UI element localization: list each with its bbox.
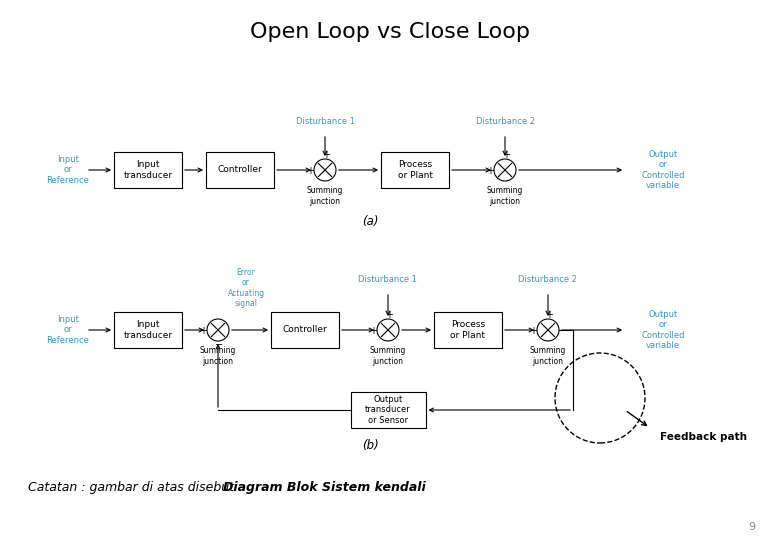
- Text: Summing
junction: Summing junction: [530, 346, 566, 366]
- Circle shape: [494, 159, 516, 181]
- Text: Summing
junction: Summing junction: [200, 346, 236, 366]
- Text: Input
transducer: Input transducer: [123, 160, 172, 180]
- Bar: [114, 152, 182, 188]
- Text: +: +: [486, 166, 494, 176]
- Text: (b): (b): [362, 438, 378, 451]
- Circle shape: [377, 319, 399, 341]
- Text: Disturbance 1: Disturbance 1: [359, 275, 417, 285]
- Text: Controller: Controller: [282, 326, 328, 334]
- Text: Input
or
Reference: Input or Reference: [47, 155, 90, 185]
- Text: −: −: [215, 340, 223, 350]
- Text: Disturbance 1: Disturbance 1: [296, 118, 354, 126]
- Text: Process
or Plant: Process or Plant: [451, 320, 485, 340]
- Text: Process
or Plant: Process or Plant: [398, 160, 432, 180]
- Bar: [271, 312, 339, 348]
- Bar: [434, 312, 502, 348]
- Text: Output
transducer
or Sensor: Output transducer or Sensor: [365, 395, 411, 425]
- Bar: [206, 152, 274, 188]
- Circle shape: [314, 159, 336, 181]
- Text: Open Loop vs Close Loop: Open Loop vs Close Loop: [250, 22, 530, 42]
- Text: Output
or
Controlled
variable: Output or Controlled variable: [641, 310, 685, 350]
- Text: Catatan : gambar di atas disebut: Catatan : gambar di atas disebut: [28, 481, 238, 494]
- Text: 9: 9: [748, 522, 755, 532]
- Text: Controller: Controller: [218, 165, 262, 174]
- Text: Input
or
Reference: Input or Reference: [47, 315, 90, 345]
- Circle shape: [207, 319, 229, 341]
- Text: +: +: [529, 326, 537, 336]
- Text: Diagram Blok Sistem kendali: Diagram Blok Sistem kendali: [223, 481, 426, 494]
- Text: +: +: [545, 310, 553, 320]
- Text: Error
or
Actuating
signal: Error or Actuating signal: [228, 268, 264, 308]
- Text: Feedback path: Feedback path: [660, 432, 747, 442]
- Text: (a): (a): [362, 215, 378, 228]
- Bar: [350, 392, 426, 428]
- Bar: [381, 152, 449, 188]
- Text: Summing
junction: Summing junction: [487, 186, 523, 206]
- Text: +: +: [385, 310, 393, 320]
- Text: Disturbance 2: Disturbance 2: [519, 275, 577, 285]
- Text: +: +: [502, 150, 510, 160]
- Bar: [114, 312, 182, 348]
- Text: +: +: [199, 326, 207, 336]
- Text: +: +: [322, 150, 330, 160]
- Text: +: +: [306, 166, 314, 176]
- Circle shape: [537, 319, 559, 341]
- Text: Summing
junction: Summing junction: [370, 346, 406, 366]
- Text: +: +: [369, 326, 377, 336]
- Text: Input
transducer: Input transducer: [123, 320, 172, 340]
- Text: Output
or
Controlled
variable: Output or Controlled variable: [641, 150, 685, 190]
- Text: Disturbance 2: Disturbance 2: [476, 118, 534, 126]
- Text: Summing
junction: Summing junction: [307, 186, 343, 206]
